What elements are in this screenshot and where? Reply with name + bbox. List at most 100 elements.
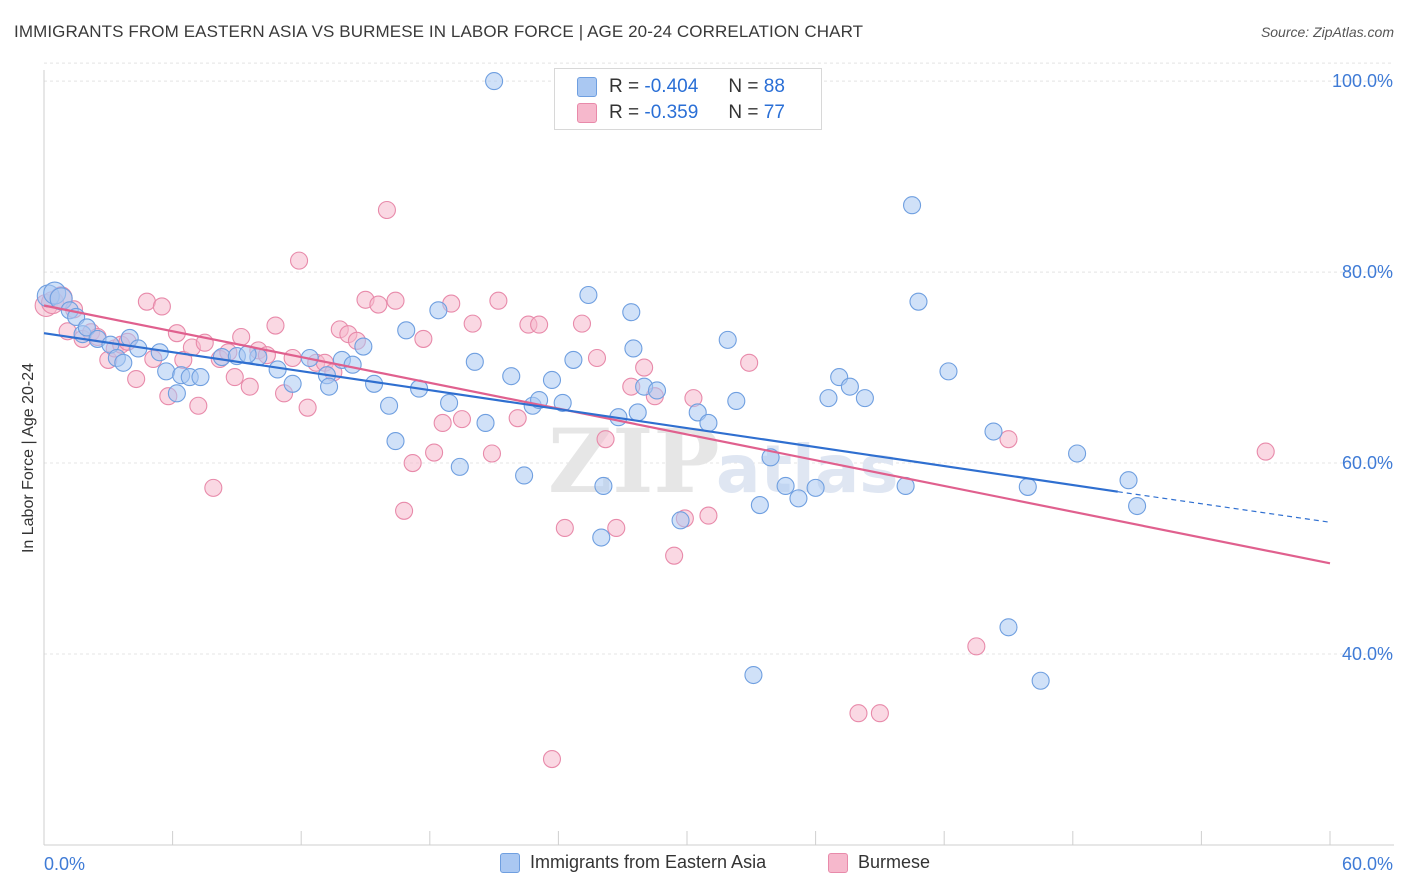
data-point — [740, 353, 759, 372]
data-point — [750, 496, 769, 515]
data-point — [191, 368, 210, 387]
data-point — [463, 314, 482, 333]
data-point — [157, 362, 176, 381]
data-point — [840, 377, 859, 396]
data-point — [776, 476, 795, 496]
data-point — [789, 489, 808, 508]
data-point — [572, 314, 592, 333]
data-point — [967, 637, 986, 656]
data-point — [283, 348, 302, 368]
series-burmese-points — [34, 200, 1275, 769]
data-point — [587, 348, 607, 368]
watermark: ZIP atlas — [548, 409, 899, 513]
data-point — [343, 355, 362, 374]
data-point — [647, 381, 667, 400]
data-point — [1018, 477, 1037, 496]
data-point — [429, 301, 448, 320]
data-point — [665, 546, 684, 565]
data-point — [354, 337, 373, 356]
stats-swatch-burmese — [577, 103, 597, 123]
data-point — [377, 200, 396, 220]
data-point — [984, 422, 1003, 441]
data-point — [592, 528, 611, 547]
data-point — [403, 453, 422, 473]
data-point — [727, 391, 746, 411]
data-point — [476, 413, 495, 432]
data-point — [555, 518, 574, 538]
stats-r-label: R = — [609, 76, 640, 97]
trend-line-burmese — [43, 304, 1331, 565]
data-point — [298, 398, 317, 417]
stats-row-eastern-asia: R = -0.404 N = 88 — [577, 75, 785, 99]
stats-n-label: N = — [728, 102, 759, 123]
data-point — [266, 316, 285, 335]
chart-title: IMMIGRANTS FROM EASTERN ASIA VS BURMESE … — [14, 22, 864, 41]
data-point — [440, 393, 459, 412]
data-point — [386, 432, 405, 451]
stats-legend: R = -0.404 N = 88 R = -0.359 N = 77 — [554, 68, 822, 130]
legend-item-burmese[interactable]: Burmese — [828, 852, 930, 873]
legend-swatch-burmese — [828, 852, 848, 873]
y-tick-label: 60.0% — [1342, 453, 1393, 473]
x-tick-label: 0.0% — [44, 854, 85, 874]
data-point — [482, 444, 502, 463]
stats-n-label: N = — [728, 76, 759, 97]
y-tick-label: 40.0% — [1342, 644, 1393, 664]
data-point — [465, 352, 484, 371]
data-point — [699, 506, 718, 525]
data-point — [819, 389, 838, 408]
chart-source: Source: ZipAtlas.com — [1260, 24, 1394, 40]
data-point — [671, 511, 690, 530]
data-point — [425, 443, 444, 462]
legend-label-burmese: Burmese — [858, 852, 931, 872]
data-point — [596, 430, 615, 449]
data-point — [152, 297, 171, 316]
data-point — [225, 368, 244, 387]
data-point — [999, 618, 1018, 637]
data-point — [167, 384, 186, 403]
watermark-zip: ZIP — [548, 409, 720, 513]
data-point — [542, 750, 562, 769]
data-point — [380, 396, 399, 415]
data-point — [902, 196, 922, 215]
data-point — [369, 295, 388, 314]
data-point — [189, 396, 208, 415]
data-point — [909, 292, 928, 311]
data-point — [77, 318, 96, 337]
data-point — [489, 291, 508, 310]
data-point — [114, 353, 133, 372]
data-point — [450, 457, 469, 476]
data-point — [855, 389, 874, 408]
data-point — [1256, 442, 1275, 461]
data-point — [1128, 496, 1147, 516]
data-point — [870, 704, 889, 723]
data-point — [624, 339, 643, 358]
data-point — [622, 303, 641, 322]
data-point — [849, 704, 868, 723]
data-point — [594, 476, 613, 496]
data-point — [212, 348, 231, 367]
data-point — [508, 409, 527, 428]
stats-r-label: R = — [609, 102, 640, 123]
data-point — [628, 403, 647, 422]
data-point — [137, 292, 156, 311]
legend-label-eastern-asia: Immigrants from Eastern Asia — [530, 852, 767, 872]
data-point — [127, 369, 146, 389]
data-point — [150, 343, 169, 362]
y-tick-label: 80.0% — [1342, 262, 1393, 282]
data-point — [553, 393, 572, 412]
data-point — [939, 362, 958, 381]
stats-swatch-eastern-asia — [577, 77, 597, 97]
data-point — [635, 358, 654, 377]
data-point — [564, 350, 583, 369]
trend-line-eastern-asia-extension — [1117, 491, 1331, 523]
y-axis-label: In Labor Force | Age 20-24 — [20, 363, 37, 553]
series-eastern-asia-points — [36, 72, 1147, 690]
legend-item-eastern-asia[interactable]: Immigrants from Eastern Asia — [500, 852, 766, 873]
data-point — [699, 413, 718, 432]
data-point — [1119, 471, 1138, 490]
data-point — [240, 377, 259, 396]
data-point — [320, 377, 339, 396]
y-tick-label: 100.0% — [1332, 71, 1393, 91]
